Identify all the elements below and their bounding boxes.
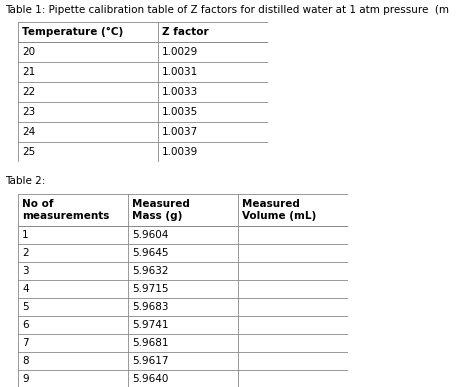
Text: Z factor: Z factor — [162, 27, 209, 37]
Text: 1.0035: 1.0035 — [162, 107, 198, 117]
Text: 22: 22 — [22, 87, 35, 97]
Text: Measured
Mass (g): Measured Mass (g) — [132, 199, 190, 221]
Text: 25: 25 — [22, 147, 35, 157]
Text: 5.9683: 5.9683 — [132, 302, 168, 312]
Text: 5.9715: 5.9715 — [132, 284, 168, 294]
Text: 1.0039: 1.0039 — [162, 147, 198, 157]
Text: 5.9617: 5.9617 — [132, 356, 168, 366]
Text: 24: 24 — [22, 127, 35, 137]
Text: 6: 6 — [22, 320, 28, 330]
Text: 1.0031: 1.0031 — [162, 67, 198, 77]
Text: 5.9645: 5.9645 — [132, 248, 168, 258]
Text: 23: 23 — [22, 107, 35, 117]
Text: 5: 5 — [22, 302, 28, 312]
Text: 1: 1 — [22, 230, 28, 240]
Text: 1.0037: 1.0037 — [162, 127, 198, 137]
Text: 8: 8 — [22, 356, 28, 366]
Text: 21: 21 — [22, 67, 35, 77]
Text: 5.9681: 5.9681 — [132, 338, 168, 348]
Text: 3: 3 — [22, 266, 28, 276]
Text: Temperature (°C): Temperature (°C) — [22, 27, 123, 37]
Text: 5.9640: 5.9640 — [132, 374, 168, 384]
Text: Table 1: Pipette calibration table of Z factors for distilled water at 1 atm pre: Table 1: Pipette calibration table of Z … — [5, 5, 449, 15]
Text: 20: 20 — [22, 47, 35, 57]
Text: 2: 2 — [22, 248, 28, 258]
Text: 7: 7 — [22, 338, 28, 348]
Text: 5.9741: 5.9741 — [132, 320, 168, 330]
Text: 5.9604: 5.9604 — [132, 230, 168, 240]
Text: 9: 9 — [22, 374, 28, 384]
Text: Measured
Volume (mL): Measured Volume (mL) — [242, 199, 316, 221]
Text: No of
measurements: No of measurements — [22, 199, 109, 221]
Text: 1.0033: 1.0033 — [162, 87, 198, 97]
Text: 1.0029: 1.0029 — [162, 47, 198, 57]
Text: Table 2:: Table 2: — [5, 176, 46, 186]
Text: 4: 4 — [22, 284, 28, 294]
Text: 5.9632: 5.9632 — [132, 266, 168, 276]
